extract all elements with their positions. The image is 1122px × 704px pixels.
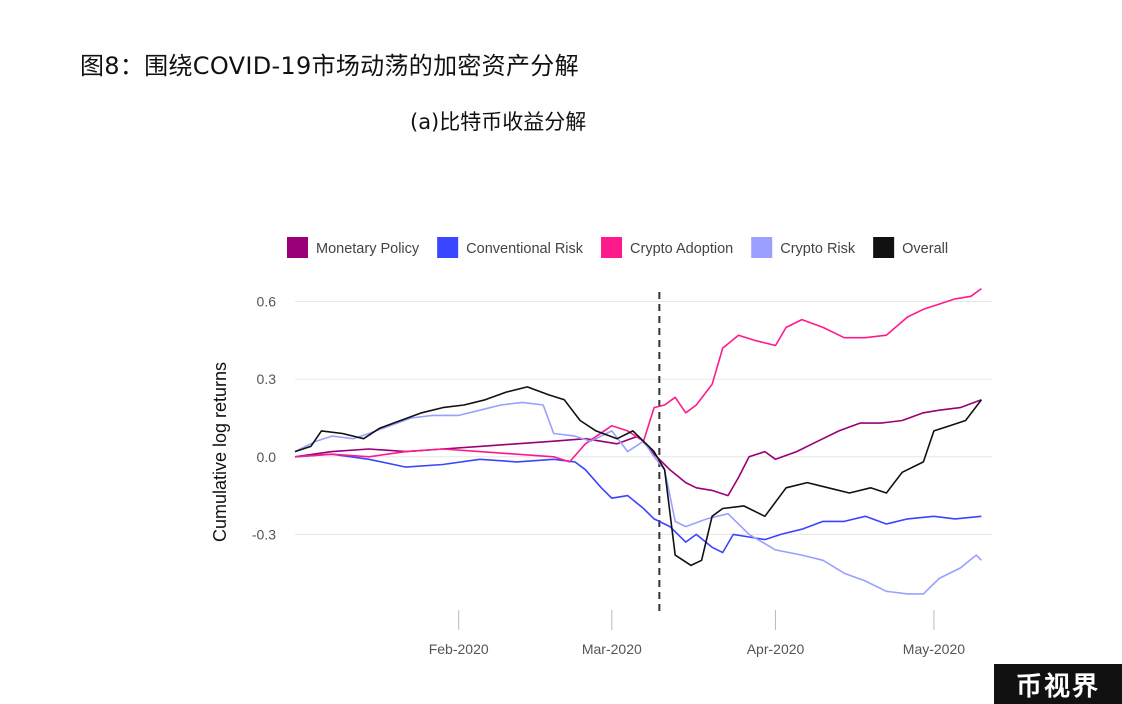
legend-item: Overall	[873, 237, 948, 258]
chart-subtitle: (a)比特币收益分解	[410, 110, 587, 134]
legend-label: Monetary Policy	[316, 241, 420, 257]
x-tick-label: Feb-2020	[429, 641, 489, 657]
grid-lines	[295, 301, 992, 535]
y-axis-label: Cumulative log returns	[210, 362, 230, 542]
figure-title: 图8：围绕COVID-19市场动荡的加密资产分解	[80, 52, 579, 80]
y-tick-label: 0.0	[257, 449, 277, 465]
series-line-monetary-policy	[294, 399, 982, 497]
y-axis: 0.6 0.3 0.0 -0.3	[252, 294, 276, 543]
y-tick-label: 0.3	[257, 371, 277, 387]
legend-item: Conventional Risk	[437, 237, 584, 258]
series-line-overall	[294, 386, 983, 567]
y-tick-label: 0.6	[257, 294, 277, 310]
legend-label: Crypto Adoption	[630, 241, 733, 257]
x-axis: Feb-2020 Mar-2020 Apr-2020 May-2020	[429, 610, 965, 657]
x-tick-label: Mar-2020	[582, 641, 642, 657]
watermark-logo: 币视界	[994, 664, 1122, 704]
legend: Monetary Policy Conventional Risk Crypto A…	[287, 237, 948, 258]
legend-item: Crypto Risk	[751, 237, 856, 258]
series-line-crypto-risk	[294, 401, 982, 595]
legend-label: Crypto Risk	[780, 241, 856, 257]
series-line-crypto-adoption	[294, 287, 982, 463]
series-lines	[294, 287, 983, 595]
legend-swatch	[601, 237, 623, 258]
legend-label: Overall	[902, 241, 948, 257]
legend-swatch	[287, 237, 308, 258]
series-line-conventional-risk	[294, 453, 982, 554]
legend-item: Crypto Adoption	[601, 237, 733, 258]
x-tick-label: Apr-2020	[747, 641, 805, 657]
y-tick-label: -0.3	[252, 526, 276, 542]
legend-swatch	[873, 237, 895, 258]
legend-label: Conventional Risk	[466, 241, 584, 257]
legend-item: Monetary Policy	[287, 237, 420, 258]
legend-swatch	[437, 237, 459, 258]
x-tick-label: May-2020	[903, 641, 965, 657]
legend-swatch	[751, 237, 773, 258]
